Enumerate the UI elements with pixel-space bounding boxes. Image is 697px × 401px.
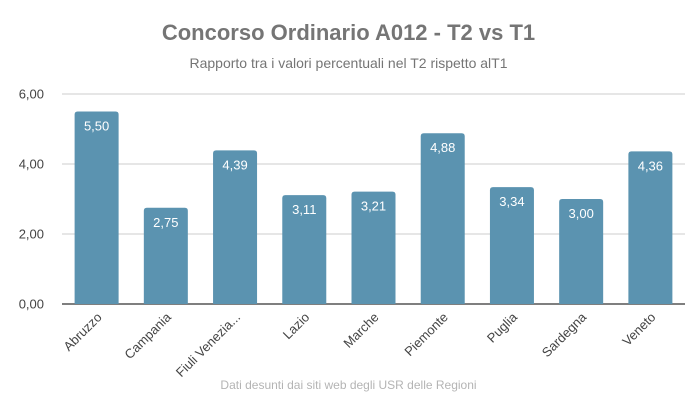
data-label: 4,36 [638,158,663,173]
x-tick-label: Fiuli Venezia... [173,310,243,380]
y-tick-label: 0,00 [19,297,44,312]
bar [628,151,673,304]
x-tick-label: Marche [340,310,381,351]
x-tick-label: Sardegna [539,309,590,360]
x-tick-label: Abruzzo [60,310,104,354]
data-label: 3,21 [361,199,386,214]
data-label: 4,88 [430,140,455,155]
bar [143,207,188,304]
data-label: 3,00 [569,206,594,221]
x-tick-label: Piemonte [401,310,450,359]
x-tick-label: Veneto [619,310,658,349]
y-tick-label: 2,00 [19,227,44,242]
chart-title: Concorso Ordinario A012 - T2 vs T1 [161,20,536,45]
bar [351,191,396,304]
y-tick-label: 4,00 [19,157,44,172]
data-label: 2,75 [153,215,178,230]
bar [74,111,119,304]
bar [420,133,465,304]
x-tick-label: Puglia [484,309,521,346]
bar [559,199,604,304]
y-tick-label: 6,00 [19,87,44,102]
bar [282,195,327,304]
data-label: 5,50 [84,119,109,134]
chart-subtitle: Rapporto tra i valori percentuali nel T2… [189,55,508,71]
data-label: 3,11 [292,202,316,217]
x-tick-label: Lazio [280,310,313,343]
data-label: 3,34 [499,194,524,209]
bar [489,187,534,304]
chart-footnote: Dati desunti dai siti web degli USR dell… [220,378,477,392]
data-label: 4,39 [222,157,247,172]
bar [213,150,258,304]
x-tick-label: Campania [121,309,174,362]
